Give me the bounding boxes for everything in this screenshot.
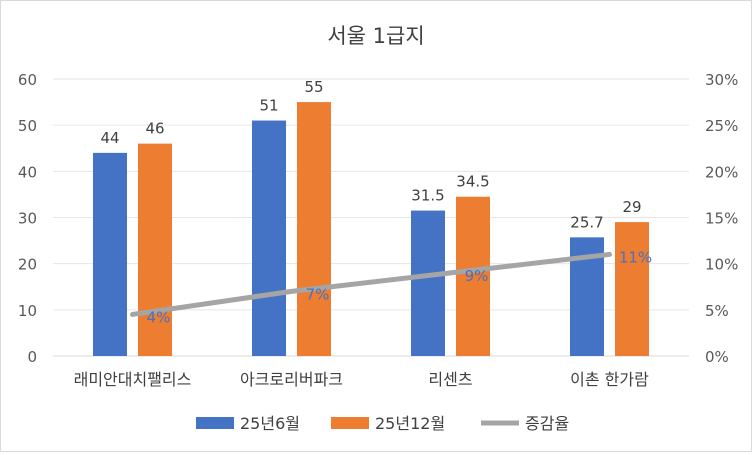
- bar-value-label: 31.5: [411, 187, 444, 205]
- bar-value-label: 29: [622, 198, 641, 216]
- y2-tick-label: 10%: [705, 256, 738, 274]
- bar-jun25: [93, 152, 127, 356]
- legend-label: 25년6월: [240, 414, 300, 433]
- x-tick-label: 래미안대치팰리스: [74, 370, 192, 389]
- y-tick-label: 50: [18, 117, 37, 135]
- growth-rate-label: 11%: [619, 248, 652, 266]
- chart-title: 서울 1급지: [327, 24, 424, 48]
- y-tick-label: 10: [18, 302, 37, 320]
- x-tick-label: 이촌 한가람: [570, 370, 649, 389]
- y2-tick-label: 20%: [705, 163, 738, 181]
- legend-swatch: [331, 417, 369, 429]
- y-tick-label: 40: [18, 163, 37, 181]
- x-tick-label: 리센츠: [428, 370, 472, 389]
- bar-dec25: [615, 222, 649, 356]
- bars: 44 51 31.5 25.7 46 55 34.5 29: [93, 78, 649, 356]
- legend-label: 25년12월: [375, 414, 445, 433]
- bar-value-label: 55: [304, 78, 323, 96]
- y2-tick-label: 25%: [705, 117, 738, 135]
- x-tick-label: 아크로리버파크: [240, 370, 343, 389]
- y-tick-label: 0: [27, 348, 37, 366]
- y-axis-right: 0% 5% 10% 15% 20% 25% 30%: [705, 71, 738, 366]
- growth-rate-label: 4%: [147, 308, 171, 326]
- growth-rate-label: 9%: [465, 267, 489, 285]
- bar-dec25: [456, 196, 490, 356]
- y-tick-label: 20: [18, 256, 37, 274]
- bar-value-label: 51: [259, 97, 278, 115]
- x-axis: 래미안대치팰리스 아크로리버파크 리센츠 이촌 한가람: [74, 370, 650, 389]
- bar-jun25: [252, 120, 286, 356]
- growth-line-path: [130, 251, 612, 317]
- y2-tick-label: 30%: [705, 71, 738, 89]
- growth-line: 4% 7% 9% 11%: [130, 248, 652, 326]
- bar-value-label: 25.7: [570, 213, 603, 231]
- bar-value-label: 44: [100, 129, 119, 147]
- bar-jun25: [411, 210, 445, 356]
- bar-value-label: 46: [145, 120, 164, 138]
- y2-tick-label: 15%: [705, 210, 738, 228]
- y2-tick-label: 0%: [705, 348, 729, 366]
- legend: 25년6월 25년12월 증감율: [196, 414, 569, 433]
- y-tick-label: 30: [18, 210, 37, 228]
- bar-dec25: [297, 102, 331, 356]
- y2-tick-label: 5%: [705, 302, 729, 320]
- bar-dec25: [138, 143, 172, 356]
- bar-value-label: 34.5: [456, 173, 489, 191]
- growth-rate-label: 7%: [306, 285, 330, 303]
- y-axis-left: 0 10 20 30 40 50 60: [18, 71, 37, 366]
- y-tick-label: 60: [18, 71, 37, 89]
- legend-swatch: [196, 417, 234, 429]
- legend-label: 증감율: [525, 414, 569, 433]
